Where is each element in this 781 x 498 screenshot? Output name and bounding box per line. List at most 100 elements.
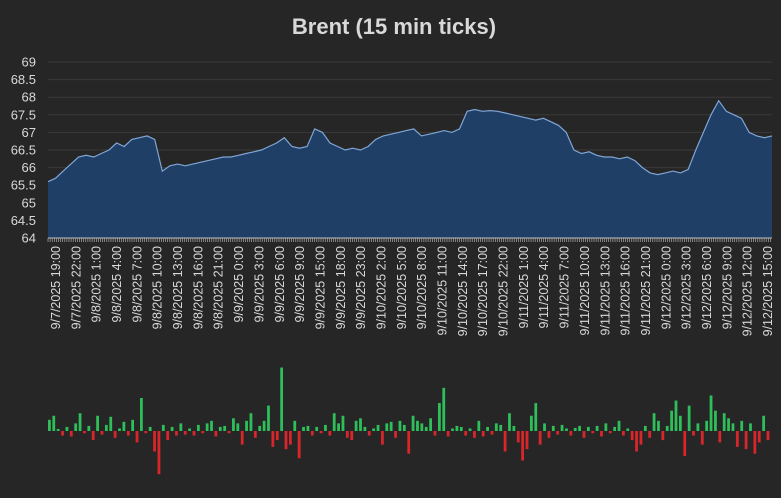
change-bar [547,431,551,438]
change-bar [591,431,595,434]
x-tick-label: 9/8/2025 21:00 [212,246,226,329]
change-bar [293,420,297,431]
change-bar [179,423,183,431]
change-bar [464,431,468,436]
change-bar [218,426,222,431]
change-bar [617,420,621,431]
change-bar [762,415,766,431]
change-bar [118,428,121,431]
change-bar [451,428,454,431]
price-area-series [47,99,773,238]
x-tick-label: 9/10/2025 2:00 [375,246,389,329]
change-bar [56,428,60,431]
change-bar [289,431,292,445]
change-bar [376,424,380,431]
change-bar [516,431,520,443]
change-bar [613,426,617,431]
change-bar [714,410,717,431]
change-bar [345,431,349,438]
change-bar [205,423,209,431]
change-bar [648,431,652,438]
x-tick-label: 9/10/2025 14:00 [456,246,470,336]
x-tick-label: 9/12/2025 6:00 [700,246,714,329]
change-bar [245,420,248,431]
x-tick-label: 9/8/2025 1:00 [90,246,104,323]
x-tick-label: 9/11/2025 4:00 [537,246,551,329]
change-bar [328,431,332,436]
change-bar [324,424,327,431]
x-tick-label: 9/10/2025 5:00 [395,246,409,329]
change-bar [131,419,135,431]
change-bar [240,431,244,445]
x-tick-label: 9/7/2025 22:00 [69,246,83,329]
change-bar [700,431,704,445]
change-bar [569,431,573,436]
change-bar [161,424,165,431]
x-tick-label: 9/12/2025 15:00 [761,246,775,336]
change-bar [201,431,205,434]
change-bar [652,413,656,431]
change-bar [600,431,603,437]
change-bar [473,431,476,438]
change-bar [236,423,240,431]
change-bar [78,413,82,431]
change-bar [104,424,108,431]
change-bar [433,431,437,436]
x-tick-label: 9/7/2025 19:00 [49,246,63,329]
change-bar [253,431,257,438]
change-bar [416,420,419,431]
change-bar [437,403,441,431]
change-bar [521,431,525,461]
y-tick-label: 66 [22,160,36,175]
change-bar [586,426,590,431]
x-tick-label: 9/8/2025 13:00 [171,246,185,329]
y-axis: 64 64.5 65 65.5 66 66.5 67 67.5 68 68.5 69 [11,55,36,246]
change-bar [267,405,270,431]
change-bar [297,431,301,459]
change-bar [455,425,459,431]
x-tick-label: 9/10/2025 11:00 [436,246,450,335]
change-bar [582,431,586,438]
change-bar [481,431,485,437]
change-bar [48,419,51,431]
change-bar [61,431,64,436]
change-bar [635,431,638,452]
change-bar [402,424,406,431]
change-bar [494,423,498,431]
y-tick-label: 67.5 [11,107,36,122]
y-tick-label: 68 [22,90,36,105]
change-bar [306,425,310,431]
change-bar [722,413,726,431]
change-bar [735,431,739,447]
x-tick-label: 9/10/2025 17:00 [476,246,490,336]
change-bar [508,413,511,431]
change-bar [525,431,529,450]
change-bar [157,431,161,475]
change-bar [468,428,472,431]
x-tick-label: 9/12/2025 0:00 [659,246,673,329]
change-bar [538,431,542,445]
change-bar [565,428,568,431]
change-bar [381,431,384,445]
change-bar [262,420,266,431]
change-bar [223,425,227,431]
change-bar [140,398,143,431]
change-bar [718,431,722,443]
change-bar [52,415,56,431]
change-bar [315,426,319,431]
change-bar [302,426,305,431]
change-bar [109,416,113,431]
change-bar [486,426,489,431]
change-bar [258,425,262,431]
y-tick-label: 64 [22,231,36,246]
change-bar [359,418,362,431]
change-bar [608,431,612,434]
change-bar [135,431,139,443]
x-tick-label: 9/9/2025 18:00 [334,246,348,329]
change-bar [657,420,660,431]
change-bar [100,431,104,435]
x-tick-label: 9/11/2025 1:00 [517,246,531,329]
y-tick-label: 65 [22,195,36,210]
x-tick-label: 9/8/2025 16:00 [191,246,205,329]
